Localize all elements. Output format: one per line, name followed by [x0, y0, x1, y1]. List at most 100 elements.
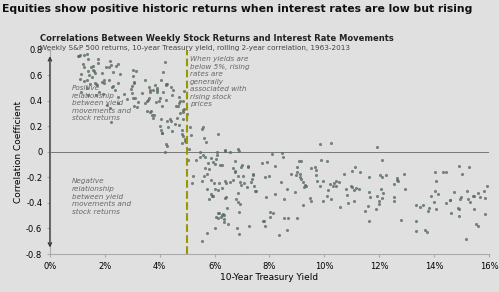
- Point: [146, 87, 154, 92]
- Point: [455, 163, 463, 168]
- Point: [175, 122, 183, 127]
- Point: [130, 79, 138, 84]
- Point: [236, 148, 244, 153]
- Point: [235, 209, 243, 214]
- Point: [236, 202, 244, 206]
- Point: [127, 87, 135, 92]
- Point: [471, 194, 479, 198]
- Point: [182, 137, 190, 142]
- Point: [390, 199, 398, 204]
- Text: Negative
relationship
between yield
movements and
stock returns: Negative relationship between yield move…: [72, 178, 131, 215]
- Point: [206, 166, 214, 171]
- Point: [352, 186, 360, 191]
- Point: [447, 211, 455, 215]
- Point: [401, 187, 409, 192]
- Point: [108, 41, 116, 46]
- Point: [80, 79, 88, 83]
- Point: [249, 173, 257, 178]
- Point: [90, 69, 98, 73]
- Point: [279, 216, 287, 220]
- Point: [163, 119, 171, 124]
- Point: [400, 172, 408, 177]
- Point: [378, 158, 386, 162]
- Point: [216, 163, 224, 167]
- Point: [425, 206, 433, 210]
- Point: [376, 172, 384, 177]
- Point: [221, 147, 229, 152]
- Point: [146, 109, 154, 114]
- Point: [431, 169, 439, 174]
- Point: [265, 215, 273, 219]
- Point: [109, 69, 117, 74]
- Point: [350, 188, 358, 193]
- Point: [168, 93, 176, 97]
- Point: [215, 210, 223, 215]
- Point: [307, 166, 315, 171]
- Point: [366, 195, 374, 199]
- Point: [201, 154, 209, 159]
- Point: [215, 211, 223, 216]
- Point: [335, 180, 343, 184]
- Point: [157, 78, 165, 82]
- Point: [159, 89, 167, 94]
- Point: [412, 219, 420, 223]
- Point: [300, 185, 308, 189]
- Point: [153, 86, 161, 90]
- Point: [348, 168, 356, 173]
- Point: [95, 90, 103, 95]
- Point: [178, 128, 186, 132]
- Point: [83, 86, 91, 91]
- Point: [231, 159, 239, 164]
- Point: [80, 53, 88, 57]
- Point: [179, 110, 187, 114]
- Point: [455, 205, 463, 210]
- Point: [116, 72, 124, 77]
- Point: [107, 120, 115, 125]
- Point: [153, 89, 161, 94]
- Text: Positive
relationship
between yield
movements and
stock returns: Positive relationship between yield move…: [72, 85, 131, 121]
- Point: [83, 78, 91, 83]
- Point: [151, 83, 159, 87]
- Point: [296, 175, 304, 180]
- Point: [147, 108, 155, 113]
- Point: [176, 100, 184, 105]
- Point: [176, 111, 184, 115]
- Point: [179, 117, 187, 121]
- Point: [250, 184, 258, 188]
- Point: [107, 62, 115, 67]
- Point: [218, 186, 226, 190]
- Point: [130, 80, 138, 85]
- Point: [277, 151, 285, 155]
- Point: [229, 177, 237, 182]
- Point: [215, 181, 223, 185]
- Point: [232, 169, 240, 173]
- X-axis label: 10-Year Treasury Yield: 10-Year Treasury Yield: [221, 273, 318, 282]
- Point: [200, 136, 208, 141]
- Point: [103, 103, 111, 107]
- Point: [169, 88, 177, 92]
- Point: [162, 83, 170, 88]
- Point: [379, 191, 387, 196]
- Point: [469, 194, 477, 198]
- Point: [364, 204, 372, 209]
- Point: [266, 210, 274, 214]
- Point: [83, 93, 91, 97]
- Point: [141, 78, 149, 82]
- Point: [293, 165, 301, 170]
- Point: [132, 69, 140, 74]
- Point: [269, 211, 277, 216]
- Point: [302, 183, 310, 188]
- Point: [236, 180, 244, 185]
- Point: [203, 230, 211, 235]
- Point: [432, 207, 440, 211]
- Point: [198, 178, 206, 183]
- Point: [88, 75, 96, 80]
- Point: [201, 174, 209, 179]
- Point: [237, 183, 245, 188]
- Point: [372, 207, 380, 212]
- Point: [280, 197, 288, 201]
- Point: [196, 150, 204, 154]
- Point: [291, 190, 299, 195]
- Point: [347, 183, 355, 188]
- Point: [91, 80, 99, 85]
